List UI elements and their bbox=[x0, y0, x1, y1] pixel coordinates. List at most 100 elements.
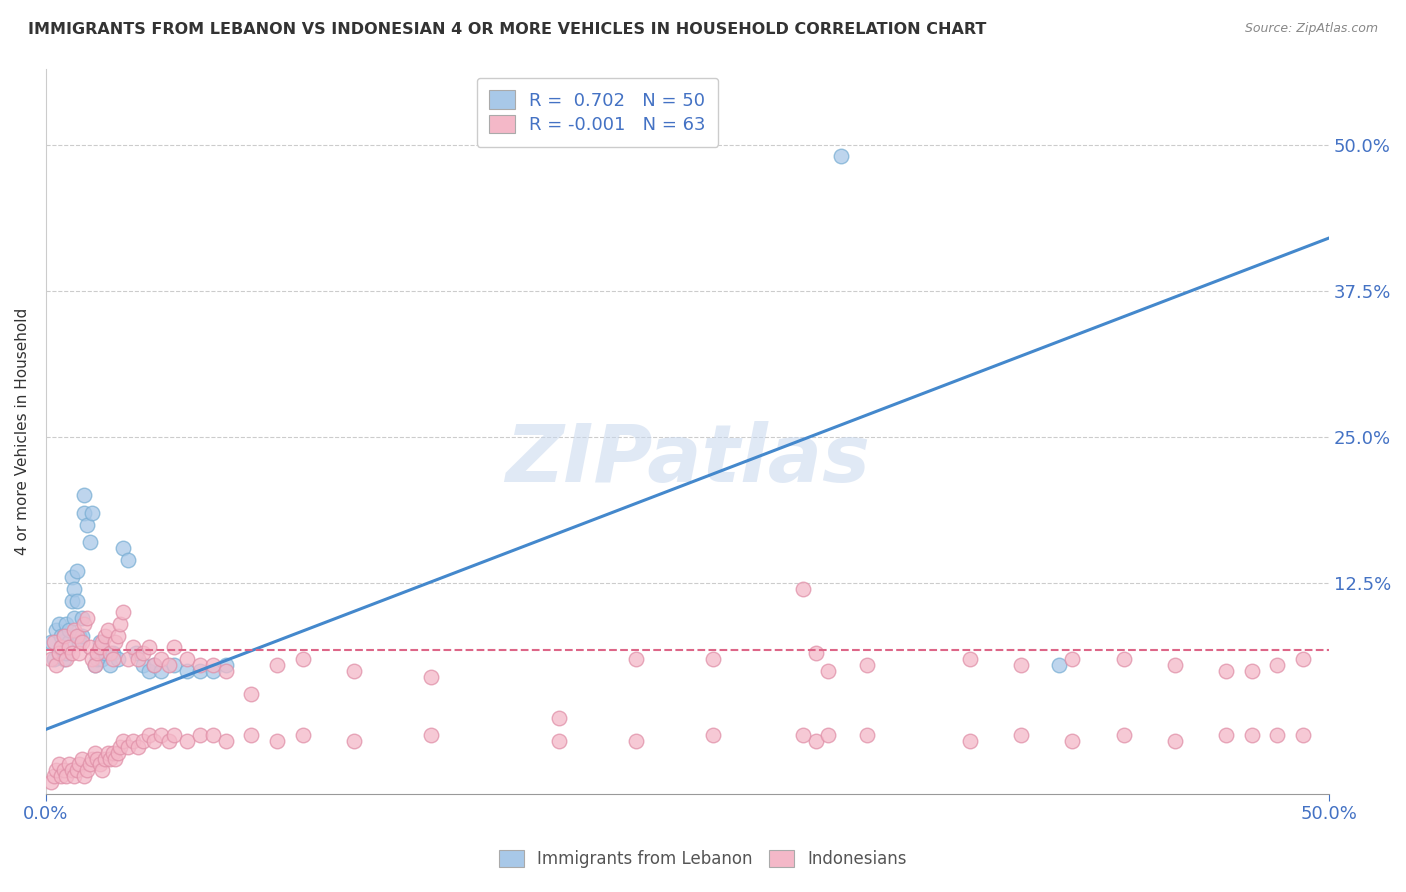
Point bbox=[42, 634, 65, 648]
Point bbox=[125, 646, 148, 660]
Point bbox=[55, 769, 77, 783]
Point bbox=[89, 640, 111, 655]
Point bbox=[138, 728, 160, 742]
Point bbox=[122, 640, 145, 655]
Point bbox=[176, 734, 198, 748]
Point bbox=[343, 734, 366, 748]
Point bbox=[52, 629, 75, 643]
Point bbox=[63, 623, 86, 637]
Point bbox=[127, 652, 149, 666]
Point bbox=[804, 646, 827, 660]
Point bbox=[51, 629, 73, 643]
Point bbox=[856, 728, 879, 742]
Point bbox=[188, 658, 211, 673]
Point bbox=[101, 646, 124, 660]
Point bbox=[163, 728, 186, 742]
Point bbox=[176, 652, 198, 666]
Point bbox=[70, 751, 93, 765]
Point bbox=[111, 734, 134, 748]
Point bbox=[111, 606, 134, 620]
Point bbox=[157, 658, 180, 673]
Point bbox=[150, 652, 173, 666]
Point bbox=[101, 746, 124, 760]
Point bbox=[91, 652, 114, 666]
Point bbox=[42, 769, 65, 783]
Point bbox=[82, 652, 104, 666]
Point bbox=[163, 658, 186, 673]
Point bbox=[214, 734, 236, 748]
Point bbox=[1112, 652, 1135, 666]
Point bbox=[111, 541, 134, 555]
Point bbox=[157, 734, 180, 748]
Point bbox=[86, 652, 108, 666]
Point bbox=[45, 764, 67, 778]
Point bbox=[110, 739, 132, 754]
Point bbox=[83, 746, 105, 760]
Point bbox=[804, 734, 827, 748]
Point bbox=[70, 634, 93, 648]
Point bbox=[58, 640, 80, 655]
Point bbox=[830, 149, 852, 163]
Point bbox=[48, 646, 70, 660]
Point bbox=[91, 764, 114, 778]
Point bbox=[214, 658, 236, 673]
Point bbox=[66, 629, 89, 643]
Point bbox=[1164, 658, 1187, 673]
Point bbox=[67, 757, 90, 772]
Point bbox=[1292, 652, 1315, 666]
Point bbox=[73, 488, 96, 502]
Point bbox=[60, 764, 83, 778]
Point bbox=[110, 617, 132, 632]
Point bbox=[150, 728, 173, 742]
Point bbox=[122, 734, 145, 748]
Point bbox=[58, 757, 80, 772]
Point bbox=[39, 775, 62, 789]
Point bbox=[76, 517, 98, 532]
Point bbox=[48, 646, 70, 660]
Point bbox=[79, 640, 101, 655]
Point bbox=[66, 565, 89, 579]
Point bbox=[201, 728, 224, 742]
Point bbox=[60, 570, 83, 584]
Point bbox=[959, 734, 981, 748]
Point bbox=[104, 634, 127, 648]
Point bbox=[240, 687, 263, 701]
Point bbox=[63, 582, 86, 596]
Point bbox=[1267, 658, 1289, 673]
Point bbox=[67, 629, 90, 643]
Point bbox=[48, 617, 70, 632]
Point bbox=[959, 652, 981, 666]
Point bbox=[117, 652, 139, 666]
Point bbox=[51, 769, 73, 783]
Point bbox=[1010, 728, 1032, 742]
Point bbox=[702, 652, 724, 666]
Point bbox=[702, 728, 724, 742]
Point bbox=[76, 764, 98, 778]
Point bbox=[67, 646, 90, 660]
Point bbox=[163, 640, 186, 655]
Point bbox=[817, 728, 839, 742]
Point bbox=[291, 652, 314, 666]
Point bbox=[201, 658, 224, 673]
Point bbox=[48, 757, 70, 772]
Point bbox=[624, 734, 647, 748]
Point bbox=[60, 646, 83, 660]
Point bbox=[1010, 658, 1032, 673]
Point bbox=[86, 646, 108, 660]
Point bbox=[1062, 734, 1084, 748]
Point bbox=[55, 617, 77, 632]
Point bbox=[176, 664, 198, 678]
Point bbox=[94, 646, 117, 660]
Point bbox=[98, 658, 121, 673]
Point bbox=[52, 652, 75, 666]
Y-axis label: 4 or more Vehicles in Household: 4 or more Vehicles in Household bbox=[15, 308, 30, 555]
Point bbox=[419, 670, 441, 684]
Point bbox=[94, 751, 117, 765]
Point bbox=[51, 640, 73, 655]
Point bbox=[51, 640, 73, 655]
Point bbox=[55, 646, 77, 660]
Text: Source: ZipAtlas.com: Source: ZipAtlas.com bbox=[1244, 22, 1378, 36]
Point bbox=[1215, 664, 1237, 678]
Point bbox=[266, 734, 288, 748]
Point bbox=[42, 652, 65, 666]
